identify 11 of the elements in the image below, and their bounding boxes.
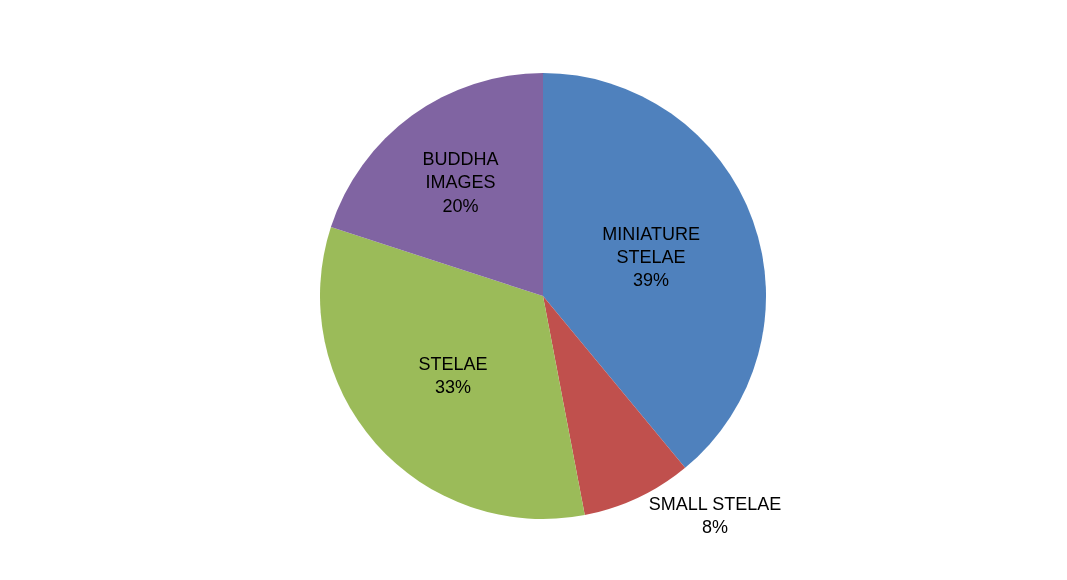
data-label: 39% [633, 270, 670, 291]
pie-slice [543, 73, 766, 468]
slice-label: BUDDHA IMAGES [422, 148, 499, 193]
slice-label: STELAE [418, 353, 488, 374]
slice-label: SMALL STELAE [648, 493, 782, 514]
data-label: 20% [442, 195, 479, 216]
slice-label: MINIATURE STELAE [602, 223, 700, 268]
data-label: 33% [435, 376, 472, 397]
pie-slice [330, 73, 543, 296]
pie-slice [320, 227, 585, 519]
data-label: 8% [701, 517, 728, 538]
